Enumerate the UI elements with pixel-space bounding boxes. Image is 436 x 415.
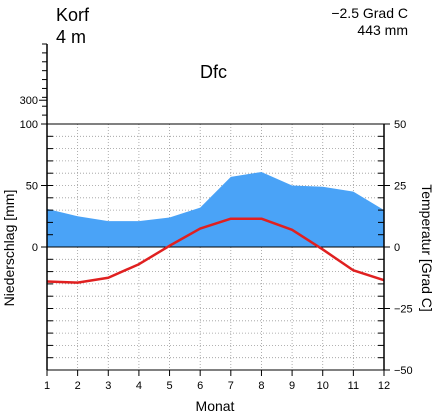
right-tick-label: −25 [394, 304, 413, 316]
precipitation-fill [47, 171, 384, 247]
y-axis-left-label: Niederschlag [mm] [1, 190, 17, 307]
temperature-line [46, 217, 385, 284]
x-axis-label: Monat [196, 398, 235, 414]
right-tick-label: 25 [394, 181, 406, 193]
x-tick-label: 12 [378, 380, 390, 392]
x-tick-label: 9 [289, 380, 295, 392]
mean-temperature: −2.5 Grad C [331, 5, 408, 21]
x-tick-label: 1 [44, 380, 50, 392]
y-axis-right-label: Temperatur [Grad C] [419, 184, 435, 312]
climate-classification: Dfc [200, 62, 227, 82]
x-tick-label: 3 [105, 380, 111, 392]
x-tick-label: 2 [75, 380, 81, 392]
x-tick-label: 4 [136, 380, 142, 392]
left-tick-label: 0 [32, 242, 38, 254]
right-tick-label: 50 [394, 119, 406, 131]
x-tick-label: 7 [228, 380, 234, 392]
left-tick-label: 100 [20, 119, 38, 131]
x-tick-label: 8 [258, 380, 264, 392]
right-tick-label: 0 [394, 242, 400, 254]
station-elevation: 4 m [56, 27, 86, 47]
temperature-series [46, 217, 385, 284]
upper-precip-axis: 300 [20, 43, 48, 125]
x-tick-label: 10 [317, 380, 329, 392]
upper-tick-label: 300 [20, 95, 38, 107]
right-tick-label: −50 [394, 365, 413, 377]
station-name: Korf [56, 5, 90, 25]
x-tick-label: 11 [348, 380, 359, 392]
x-tick-label: 5 [166, 380, 172, 392]
x-tick-label: 6 [197, 380, 203, 392]
left-tick-label: 50 [26, 181, 38, 193]
annual-precipitation: 443 mm [357, 22, 408, 38]
precipitation-area [47, 171, 384, 248]
